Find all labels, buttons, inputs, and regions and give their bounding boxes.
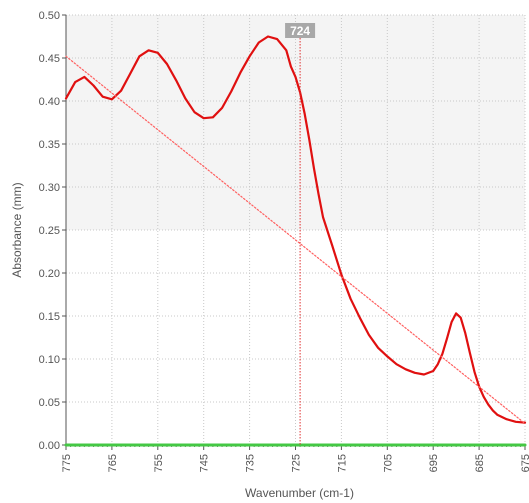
x-axis-title: Wavenumber (cm-1) [245,486,354,500]
y-axis-title: Absorbance (mm) [10,182,24,277]
y-tick-label: 0.05 [39,397,60,409]
y-tick-label: 0.00 [39,440,60,452]
x-tick-label: 745 [199,454,211,472]
y-tick-labels: 0.00 0.05 0.10 0.15 0.20 0.25 0.30 0.35 0.40 0.45… [39,10,60,452]
y-tick-label: 0.50 [39,10,60,22]
cursor-badge [285,23,316,38]
y-tick-label: 0.25 [39,225,60,237]
x-tick-label: 675 [520,454,529,472]
y-tick-label: 0.20 [39,268,60,280]
x-tick-label: 725 [291,454,303,472]
x-tick-label: 695 [428,454,440,472]
y-tick-label: 0.45 [39,53,60,65]
cursor-label: 724 [290,24,310,38]
x-tick-label: 705 [382,454,394,472]
y-tick-label: 0.10 [39,354,60,366]
x-tick-label: 685 [474,454,486,472]
x-tick-labels: 775 765 755 745 735 725 715 705 695 685 675 [61,454,529,472]
y-tick-label: 0.30 [39,182,60,194]
x-tick-label: 735 [245,454,257,472]
y-tick-label: 0.35 [39,139,60,151]
y-tick-label: 0.15 [39,311,60,323]
x-tick-label: 775 [61,454,73,472]
plot-band-upper [66,15,525,230]
x-tick-label: 765 [107,454,119,472]
series-layer [64,35,527,447]
y-tick-label: 0.40 [39,96,60,108]
absorbance-curve [64,35,527,424]
x-tick-label: 715 [336,454,348,472]
x-tick-label: 755 [153,454,165,472]
baseline-fit-line [65,55,526,425]
